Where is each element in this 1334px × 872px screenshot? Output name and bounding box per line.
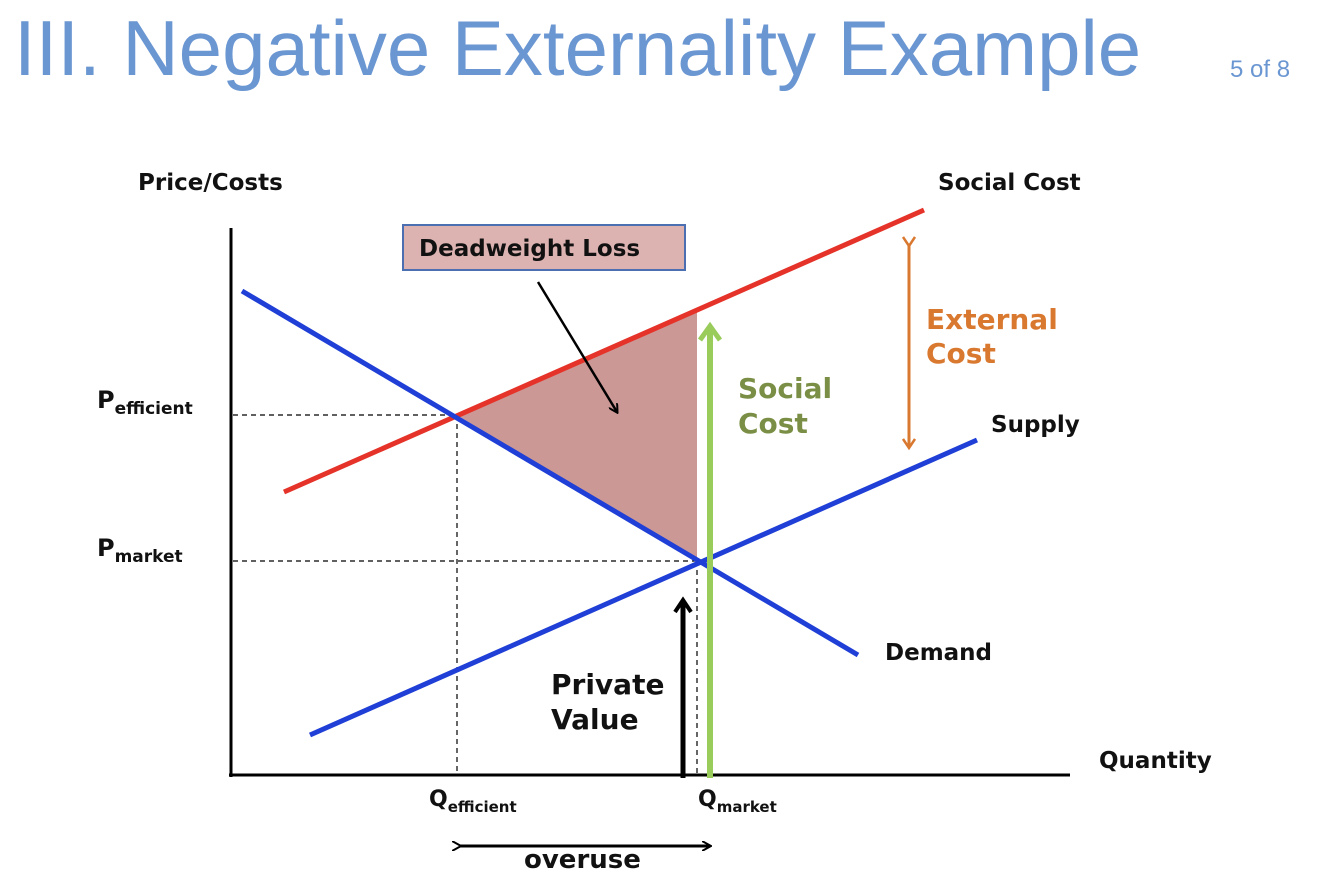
social-cost-curve-label: Social Cost [938,170,1081,196]
q-efficient-sub: efficient [448,798,517,816]
demand-curve [240,288,860,658]
x-axis-label: Quantity [1099,748,1212,774]
private-value-label-line1: Private [551,668,664,701]
q-market-main: Q [698,787,717,812]
deadweight-loss-area [457,312,697,561]
q-efficient-label: Qefficient [429,787,517,816]
deadweight-loss-box [402,224,686,271]
p-market-label: Pmarket [97,534,183,567]
demand-label: Demand [885,640,992,666]
social-cost-label-line2: Cost [738,407,808,440]
p-efficient-label: Pefficient [97,386,193,419]
external-cost-label-line2: Cost [926,337,996,370]
p-market-sub: market [115,547,183,567]
p-market-main: P [97,534,115,562]
y-axis-label: Price/Costs [138,170,283,196]
deadweight-loss-label: Deadweight Loss [419,236,640,262]
deadweight-loss-pointer [536,281,617,412]
q-efficient-main: Q [429,787,448,812]
p-efficient-sub: efficient [115,399,193,419]
external-cost-label-line1: External [926,303,1058,336]
slide-number: 5 of 8 [1230,56,1291,83]
overuse-label: overuse [524,845,641,872]
social-cost-label-line1: Social [738,372,832,405]
q-market-sub: market [717,798,777,816]
private-value-label-line2: Value [551,703,639,736]
supply-label: Supply [991,412,1080,438]
q-market-label: Qmarket [698,787,777,816]
supply-curve [308,437,979,738]
slide-title: III. Negative Externality Example [14,4,1142,92]
social-cost-curve [282,207,926,495]
p-efficient-main: P [97,386,115,414]
